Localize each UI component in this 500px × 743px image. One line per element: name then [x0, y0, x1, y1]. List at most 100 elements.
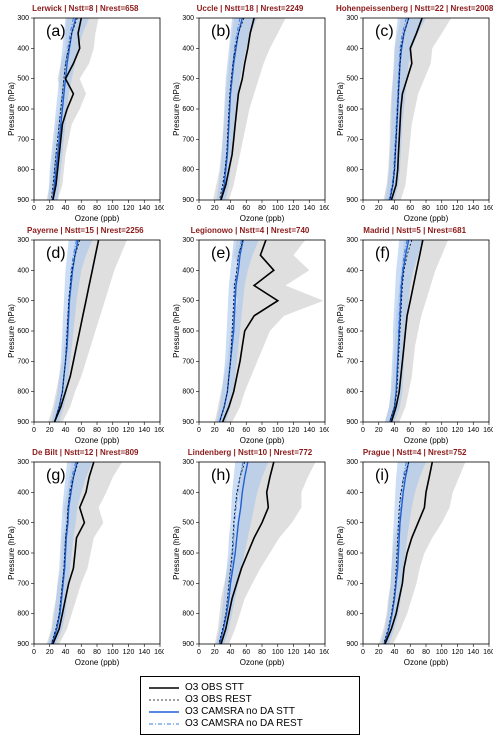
svg-text:500: 500: [347, 520, 359, 527]
chart-d: 0204060801001201401603004005006007008009…: [4, 236, 164, 446]
svg-text:140: 140: [468, 427, 480, 434]
svg-text:900: 900: [347, 641, 359, 648]
svg-text:160: 160: [154, 205, 164, 212]
panel-e: Legionowo | Nstt=4 | Nrest=740 020406080…: [169, 226, 332, 446]
chart-g: 0204060801001201401603004005006007008009…: [4, 458, 164, 668]
svg-text:160: 160: [483, 427, 493, 434]
legend: O3 OBS STT O3 OBS REST O3 CAMSRA no DA S…: [140, 676, 360, 735]
ylabel: Pressure (hPa): [7, 304, 16, 358]
svg-text:500: 500: [347, 298, 359, 305]
svg-text:900: 900: [347, 197, 359, 204]
svg-text:700: 700: [347, 136, 359, 143]
panel-g: De Bilt | Nstt=12 | Nrest=809 0204060801…: [4, 448, 167, 668]
svg-text:80: 80: [422, 205, 430, 212]
svg-text:140: 140: [468, 649, 480, 656]
svg-text:600: 600: [182, 106, 194, 113]
svg-text:140: 140: [303, 427, 315, 434]
svg-text:100: 100: [107, 649, 119, 656]
chart-f: 0204060801001201401603004005006007008009…: [333, 236, 493, 446]
svg-text:400: 400: [347, 267, 359, 274]
panel-title-g: De Bilt | Nstt=12 | Nrest=809: [4, 448, 167, 457]
svg-text:60: 60: [242, 205, 250, 212]
svg-text:700: 700: [17, 580, 29, 587]
svg-text:160: 160: [154, 427, 164, 434]
panel-letter-g: (g): [46, 467, 66, 484]
panel-title-f: Madrid | Nstt=5 | Nrest=681: [333, 226, 496, 235]
ylabel: Pressure (hPa): [172, 304, 181, 358]
svg-text:500: 500: [17, 298, 29, 305]
legend-item: O3 CAMSRA no DA STT: [149, 706, 351, 717]
panel-i: Prague | Nstt=4 | Nrest=752 020406080100…: [333, 448, 496, 668]
svg-text:500: 500: [182, 298, 194, 305]
svg-text:100: 100: [107, 427, 119, 434]
chart-c: 0204060801001201401603004005006007008009…: [333, 14, 493, 224]
xlabel: Ozone (ppb): [75, 658, 120, 667]
svg-text:20: 20: [46, 427, 54, 434]
ylabel: Pressure (hPa): [172, 526, 181, 580]
svg-text:500: 500: [17, 76, 29, 83]
svg-text:120: 120: [452, 649, 464, 656]
chart-h: 0204060801001201401603004005006007008009…: [169, 458, 329, 668]
xlabel: Ozone (ppb): [239, 658, 284, 667]
panel-title-e: Legionowo | Nstt=4 | Nrest=740: [169, 226, 332, 235]
svg-text:160: 160: [319, 649, 329, 656]
ylabel: Pressure (hPa): [172, 82, 181, 136]
ylabel: Pressure (hPa): [336, 526, 345, 580]
svg-text:0: 0: [197, 649, 201, 656]
legend-swatch: [149, 719, 179, 729]
svg-text:0: 0: [361, 427, 365, 434]
svg-text:160: 160: [483, 205, 493, 212]
svg-text:300: 300: [182, 15, 194, 22]
svg-text:20: 20: [375, 649, 383, 656]
svg-text:700: 700: [347, 580, 359, 587]
legend-swatch: [149, 695, 179, 705]
ylabel: Pressure (hPa): [7, 526, 16, 580]
panel-b: Uccle | Nstt=18 | Nrest=2249 02040608010…: [169, 4, 332, 224]
svg-text:140: 140: [138, 205, 150, 212]
panel-title-a: Lerwick | Nstt=8 | Nrest=658: [4, 4, 167, 13]
svg-text:140: 140: [138, 427, 150, 434]
svg-text:80: 80: [93, 205, 101, 212]
svg-text:700: 700: [347, 358, 359, 365]
svg-text:80: 80: [422, 649, 430, 656]
panel-title-c: Hohenpeissenberg | Nstt=22 | Nrest=2008: [333, 4, 496, 13]
svg-text:700: 700: [182, 136, 194, 143]
svg-text:80: 80: [93, 649, 101, 656]
svg-text:900: 900: [17, 419, 29, 426]
svg-text:500: 500: [182, 76, 194, 83]
svg-text:300: 300: [17, 15, 29, 22]
panel-letter-c: (c): [375, 23, 394, 40]
svg-text:120: 120: [123, 205, 135, 212]
svg-text:400: 400: [347, 489, 359, 496]
svg-text:20: 20: [46, 649, 54, 656]
panel-a: Lerwick | Nstt=8 | Nrest=658 02040608010…: [4, 4, 167, 224]
legend-label: O3 OBS STT: [185, 682, 244, 693]
svg-text:40: 40: [62, 649, 70, 656]
legend-swatch: [149, 707, 179, 717]
svg-text:400: 400: [17, 45, 29, 52]
svg-text:800: 800: [347, 611, 359, 618]
svg-text:20: 20: [375, 427, 383, 434]
svg-text:0: 0: [32, 649, 36, 656]
svg-text:0: 0: [197, 205, 201, 212]
panel-f: Madrid | Nstt=5 | Nrest=681 020406080100…: [333, 226, 496, 446]
panel-letter-f: (f): [375, 245, 390, 262]
panel-letter-h: (h): [211, 467, 231, 484]
svg-text:900: 900: [182, 197, 194, 204]
panel-title-d: Payerne | Nstt=15 | Nrest=2256: [4, 226, 167, 235]
svg-text:20: 20: [375, 205, 383, 212]
svg-text:100: 100: [272, 649, 284, 656]
svg-text:100: 100: [107, 205, 119, 212]
svg-text:300: 300: [17, 459, 29, 466]
svg-text:120: 120: [287, 649, 299, 656]
legend-label: O3 OBS REST: [185, 694, 252, 705]
svg-text:80: 80: [258, 427, 266, 434]
svg-text:300: 300: [347, 459, 359, 466]
panel-letter-e: (e): [211, 245, 231, 262]
svg-text:40: 40: [391, 649, 399, 656]
svg-text:800: 800: [182, 389, 194, 396]
svg-text:40: 40: [391, 427, 399, 434]
chart-i: 0204060801001201401603004005006007008009…: [333, 458, 493, 668]
svg-text:120: 120: [287, 427, 299, 434]
svg-text:600: 600: [17, 550, 29, 557]
